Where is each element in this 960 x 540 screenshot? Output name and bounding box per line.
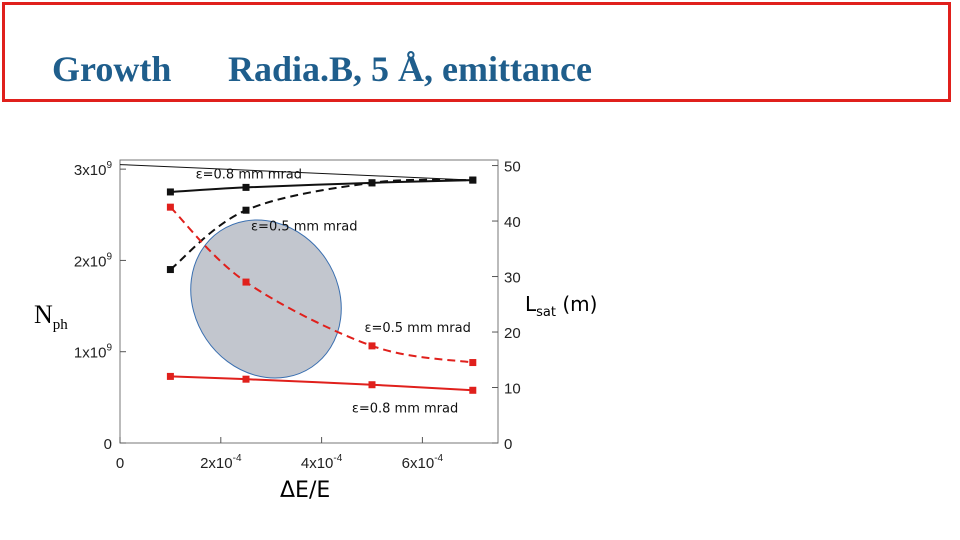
series-line-1: [170, 179, 473, 193]
series-line-3: [169, 206, 473, 364]
x-axis-label: ΔE/E: [280, 478, 331, 503]
data-point-marker: [368, 342, 376, 350]
y-right-label: Lsat (m): [525, 292, 598, 320]
y-right-tick-label: 50: [504, 159, 521, 176]
y-right-tick-label: 0: [504, 436, 512, 453]
emittance-annotation-4: ε=0.8 mm mrad: [352, 401, 458, 416]
data-point-marker: [368, 381, 376, 389]
y-right-tick-label: 20: [504, 325, 521, 342]
x-tick-label: 0: [116, 455, 124, 472]
reference-line: [119, 164, 473, 181]
emittance-annotation-1: ε=0.8 mm mrad: [196, 167, 302, 182]
data-point-marker: [242, 206, 250, 214]
emittance-annotation-2: ε=0.5 mm mrad: [251, 219, 357, 234]
y-left-tick-label: 2x109: [74, 251, 113, 270]
y-right-tick-label: 30: [504, 270, 521, 287]
y-left-label: Nph: [34, 300, 68, 334]
x-tick-label: 2x10-4: [200, 453, 242, 472]
plot-frame: [119, 159, 499, 444]
slide-title-subject: Radia.B, 5 Å, emittance: [228, 49, 592, 89]
y-left-tick-label: 3x109: [74, 160, 113, 179]
data-point-marker: [469, 176, 477, 184]
data-point-marker: [166, 203, 174, 211]
y-right-tick-label: 10: [504, 381, 521, 398]
data-point-marker: [368, 179, 376, 187]
data-point-marker: [242, 278, 250, 286]
data-point-marker: [166, 372, 174, 380]
x-tick-label: 4x10-4: [301, 453, 343, 472]
y-left-tick-label: 0: [104, 436, 112, 453]
data-point-marker: [166, 266, 174, 274]
y-right-tick-label: 40: [504, 214, 521, 231]
y-left-tick-label: 1x109: [74, 343, 113, 362]
slide-title-growth: Growth: [52, 49, 172, 89]
series-line-2: [169, 178, 473, 271]
data-point-marker: [469, 359, 477, 367]
x-tick-label: 6x10-4: [402, 453, 444, 472]
highlight-ellipse: [190, 219, 342, 379]
title-frame: [2, 2, 951, 102]
data-point-marker: [242, 375, 250, 383]
data-point-marker: [166, 188, 174, 196]
data-point-marker: [242, 183, 250, 191]
series-line-4: [170, 375, 473, 392]
data-point-marker: [469, 386, 477, 394]
emittance-annotation-3: ε=0.5 mm mrad: [364, 321, 470, 336]
